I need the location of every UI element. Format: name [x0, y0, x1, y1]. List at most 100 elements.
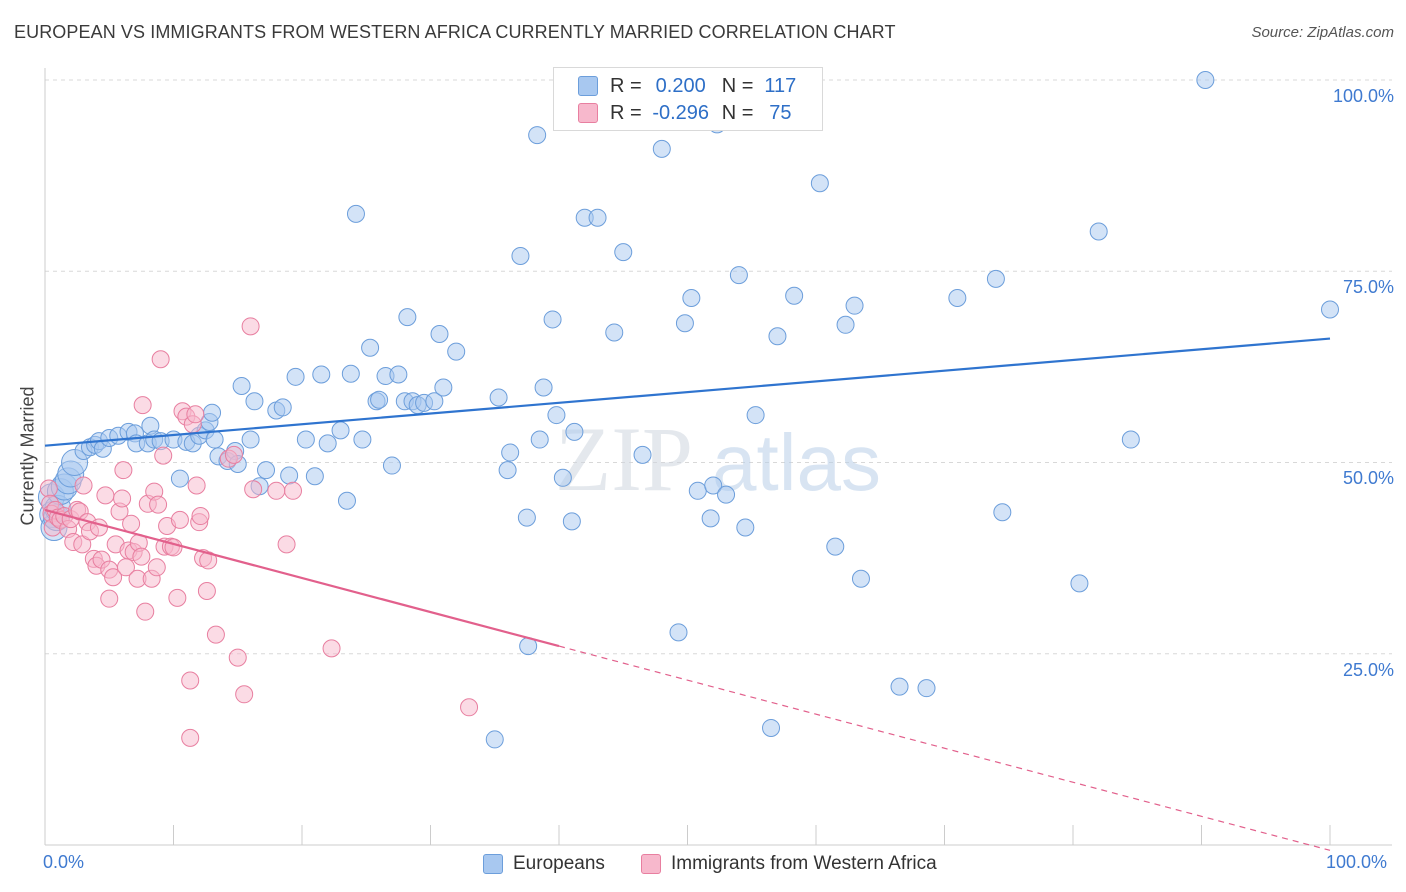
data-point	[434, 378, 453, 397]
data-point	[181, 671, 200, 690]
data-point	[191, 507, 210, 526]
data-point	[361, 338, 380, 357]
data-point	[168, 588, 187, 607]
data-point	[605, 323, 624, 342]
bottom-legend-swatch-pink	[641, 854, 661, 874]
legend-r-label: R =	[610, 74, 642, 97]
data-point	[149, 495, 168, 514]
y-tick-label-75: 75.0%	[1342, 277, 1394, 297]
data-point	[614, 243, 633, 262]
data-point	[370, 390, 389, 409]
data-point	[186, 405, 205, 424]
data-point	[151, 350, 170, 369]
data-point	[652, 139, 671, 158]
data-point	[187, 476, 206, 495]
data-point	[1121, 430, 1140, 449]
data-point	[701, 509, 720, 528]
data-point	[810, 174, 829, 193]
data-point	[132, 547, 151, 566]
data-point	[562, 512, 581, 531]
chart-title: EUROPEAN VS IMMIGRANTS FROM WESTERN AFRI…	[14, 22, 896, 42]
correlation-legend: R = 0.200 N = 117 R = -0.296 N = 75	[553, 67, 823, 131]
y-axis-title: Currently Married	[17, 386, 38, 526]
data-point	[96, 486, 115, 505]
data-point	[633, 445, 652, 464]
bottom-legend-swatch-blue	[483, 854, 503, 874]
data-point	[232, 377, 251, 395]
legend-n-label: N =	[721, 74, 754, 97]
data-point	[331, 421, 350, 440]
data-point	[430, 324, 449, 343]
data-point	[1070, 574, 1089, 593]
data-point	[826, 537, 845, 556]
data-point	[547, 406, 566, 425]
data-point	[284, 481, 303, 500]
data-point	[346, 204, 365, 223]
data-point	[746, 406, 765, 425]
data-point	[948, 289, 967, 308]
data-point	[203, 403, 222, 422]
legend-n-value: 117	[764, 74, 797, 97]
legend-r-label: R =	[610, 101, 642, 124]
data-point	[1089, 222, 1108, 241]
data-point	[136, 602, 155, 621]
legend-swatch-blue	[578, 76, 598, 96]
data-point	[39, 479, 58, 498]
legend-n-value: 75	[769, 101, 792, 124]
bottom-legend-immigrants: Immigrants from Western Africa	[641, 852, 937, 876]
data-point	[100, 589, 119, 608]
data-point	[729, 266, 748, 285]
bottom-legend-label: Europeans	[513, 853, 605, 874]
trend-line-immigrants	[44, 508, 560, 648]
data-point	[845, 296, 864, 315]
data-point	[353, 430, 372, 449]
data-point	[517, 508, 536, 527]
series-immigrants	[39, 317, 479, 747]
data-point	[717, 485, 736, 504]
data-point	[917, 679, 936, 698]
data-point	[104, 568, 123, 587]
data-point	[675, 314, 694, 333]
data-point	[382, 456, 401, 475]
data-point	[836, 315, 855, 334]
data-point	[543, 310, 562, 329]
watermark-atlas: atlas	[712, 418, 881, 507]
legend-swatch-pink	[578, 103, 598, 123]
data-point	[501, 443, 520, 462]
data-point	[170, 469, 189, 488]
source-credit: Source: ZipAtlas.com	[1251, 24, 1394, 41]
data-point	[245, 392, 264, 411]
trend-lines	[44, 337, 1331, 851]
data-point	[1321, 300, 1339, 319]
data-point	[530, 430, 549, 449]
data-point	[669, 623, 688, 642]
data-point	[398, 308, 417, 327]
data-point	[498, 461, 517, 480]
y-tick-label-100: 100.0%	[1332, 86, 1394, 106]
bottom-legend-europeans: Europeans	[483, 852, 605, 876]
data-point	[113, 489, 132, 508]
legend-n-label: N =	[721, 101, 754, 124]
watermark: ZIP atlas	[555, 408, 881, 510]
data-point	[322, 639, 341, 658]
data-point	[489, 388, 508, 407]
data-point	[277, 535, 296, 554]
data-point	[181, 728, 200, 747]
data-point	[114, 461, 133, 480]
data-point	[170, 510, 189, 529]
data-point	[122, 514, 141, 533]
data-point	[785, 286, 804, 305]
data-point	[485, 730, 504, 749]
data-point	[447, 342, 466, 361]
axes	[44, 68, 1392, 846]
data-point	[534, 378, 553, 397]
data-point	[389, 365, 408, 384]
data-point	[688, 481, 707, 500]
data-point	[704, 476, 723, 495]
bottom-legend-label: Immigrants from Western Africa	[671, 853, 937, 874]
data-point	[206, 625, 225, 644]
data-point	[280, 466, 299, 485]
data-point	[199, 551, 218, 570]
data-point	[235, 685, 254, 704]
data-point	[553, 468, 572, 487]
